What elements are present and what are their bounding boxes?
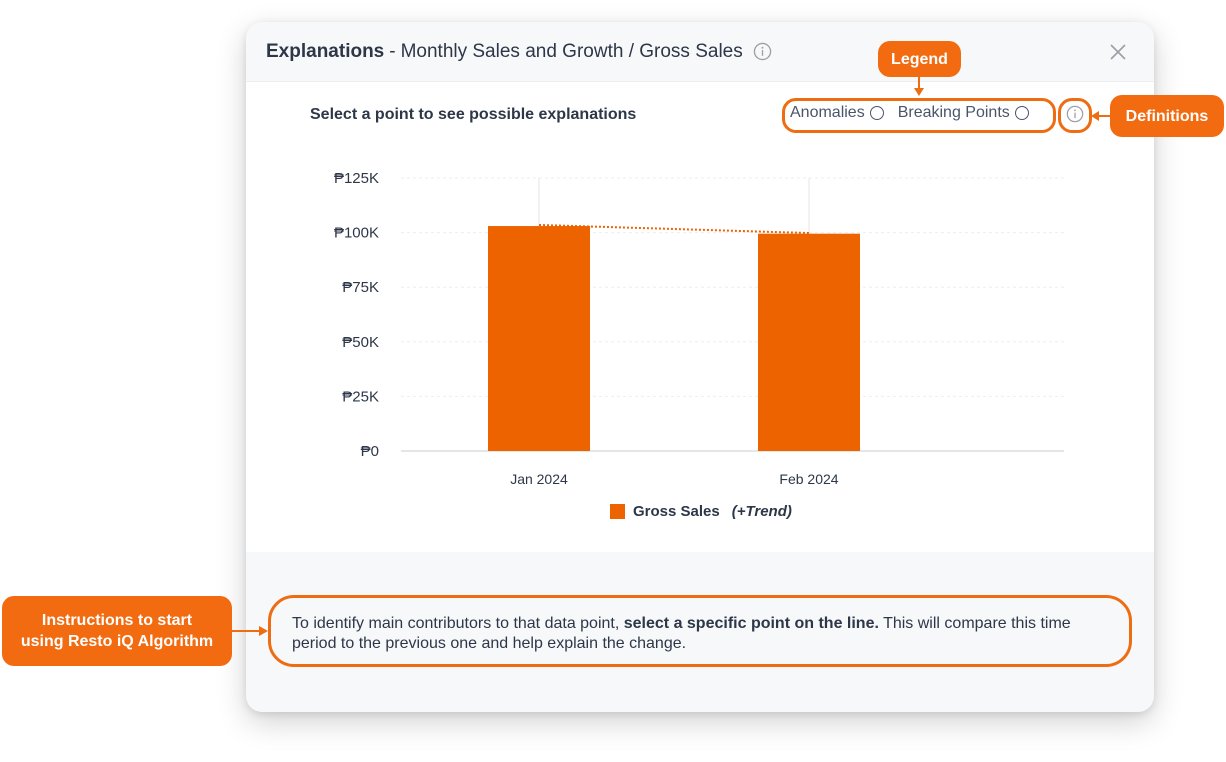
instructions-post: This will compare this time period to th… [292, 615, 1071, 652]
definitions-callout: Definitions [1110, 95, 1224, 137]
trend-line [538, 223, 810, 235]
legend-callout: Legend [878, 41, 961, 77]
y-tick-label: ₱25K [342, 388, 379, 405]
x-tick-label: Jan 2024 [510, 471, 568, 487]
instructions-callout: Instructions to start using Resto iQ Alg… [2, 596, 232, 666]
breaking-points-radio[interactable] [1014, 106, 1029, 120]
close-icon[interactable] [1108, 42, 1128, 62]
y-tick-label: ₱100K [334, 225, 379, 242]
instructions-text: To identify main contributors to that da… [292, 614, 1112, 654]
breaking-points-label: Breaking Points [897, 104, 1010, 121]
chart-prompt: Select a point to see possible explanati… [310, 106, 637, 123]
explanations-modal: Explanations - Monthly Sales and Growth … [246, 22, 1154, 712]
modal-body: Select a point to see possible explanati… [246, 82, 1154, 552]
definitions-info-icon[interactable] [1066, 105, 1084, 128]
bar-feb-2024[interactable] [758, 233, 860, 451]
y-tick-label: ₱0 [361, 443, 379, 460]
y-tick-label: ₱50K [342, 334, 379, 351]
legend-series-name: Gross Sales [633, 503, 720, 520]
chart-options: Anomalies Breaking Points [790, 104, 1029, 122]
y-tick-label: ₱125K [334, 170, 379, 187]
anomalies-toggle[interactable]: Anomalies [790, 104, 884, 122]
legend-callout-line [918, 77, 920, 89]
legend-trend-label: (+Trend) [731, 503, 792, 520]
legend-callout-arrow [914, 88, 924, 96]
instructions-bold: select a specific point on the line. [623, 615, 879, 632]
breaking-points-toggle[interactable]: Breaking Points [898, 104, 1029, 122]
bar-jan-2024[interactable] [488, 226, 590, 451]
chart-legend[interactable]: Gross Sales (+Trend) [610, 503, 792, 520]
definitions-callout-line [1098, 115, 1110, 117]
instructions-callout-line [232, 630, 260, 632]
instructions-callout-line2: using Resto iQ Algorithm [20, 633, 214, 650]
title-separator: - [389, 40, 396, 62]
gross-sales-chart: ₱0 ₱25K ₱50K ₱75K ₱100K ₱125K Jan 2024 Feb 2024 [334, 170, 1064, 487]
modal-header: Explanations - Monthly Sales and Growth … [246, 22, 1154, 82]
legend-swatch [610, 504, 625, 519]
modal-subtitle: Monthly Sales and Growth / Gross Sales [400, 40, 743, 62]
anomalies-label: Anomalies [790, 104, 865, 121]
x-tick-label: Feb 2024 [779, 471, 838, 487]
definitions-callout-arrow [1091, 111, 1099, 121]
anomalies-radio[interactable] [869, 106, 884, 120]
modal-title: Explanations [266, 40, 385, 62]
title-info-icon[interactable] [753, 42, 772, 61]
instructions-callout-arrow [259, 626, 268, 636]
y-tick-label: ₱75K [342, 279, 379, 296]
instructions-callout-line1: Instructions to start [41, 612, 193, 629]
instructions-pre: To identify main contributors to that da… [292, 615, 624, 632]
